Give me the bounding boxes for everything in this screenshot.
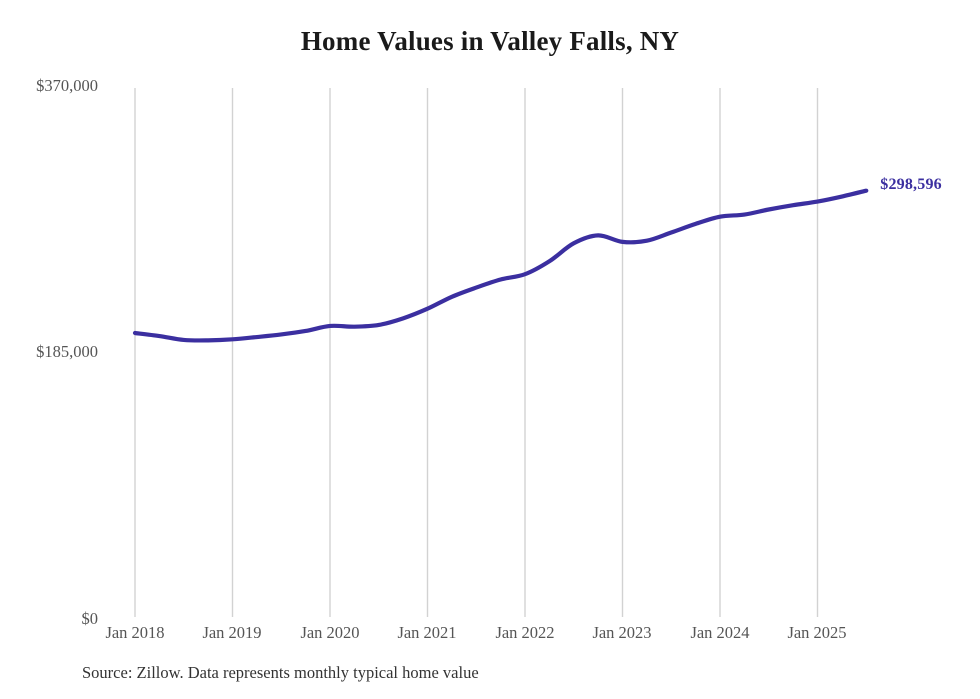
gridlines	[134, 88, 819, 617]
x-axis-tick-2019: Jan 2019	[202, 623, 262, 642]
end-value-annotation: $298,596	[880, 175, 942, 193]
x-axis-tick-2023: Jan 2023	[592, 623, 652, 642]
y-axis-tick-bottom: $0	[81, 609, 99, 628]
x-axis-tick-2022: Jan 2022	[495, 623, 555, 642]
x-axis-tick-2025: Jan 2025	[787, 623, 847, 642]
x-axis-tick-2021: Jan 2021	[397, 623, 457, 642]
x-axis-tick-2018: Jan 2018	[105, 623, 165, 642]
y-axis-tick-top: $370,000	[36, 76, 98, 95]
x-axis-tick-2024: Jan 2024	[690, 623, 750, 642]
data-line-series	[132, 188, 869, 343]
x-axis-tick-2020: Jan 2020	[300, 623, 360, 642]
source-note: Source: Zillow. Data represents monthly …	[82, 663, 479, 682]
chart-title: Home Values in Valley Falls, NY	[300, 26, 680, 56]
y-axis-tick-mid: $185,000	[36, 342, 98, 361]
